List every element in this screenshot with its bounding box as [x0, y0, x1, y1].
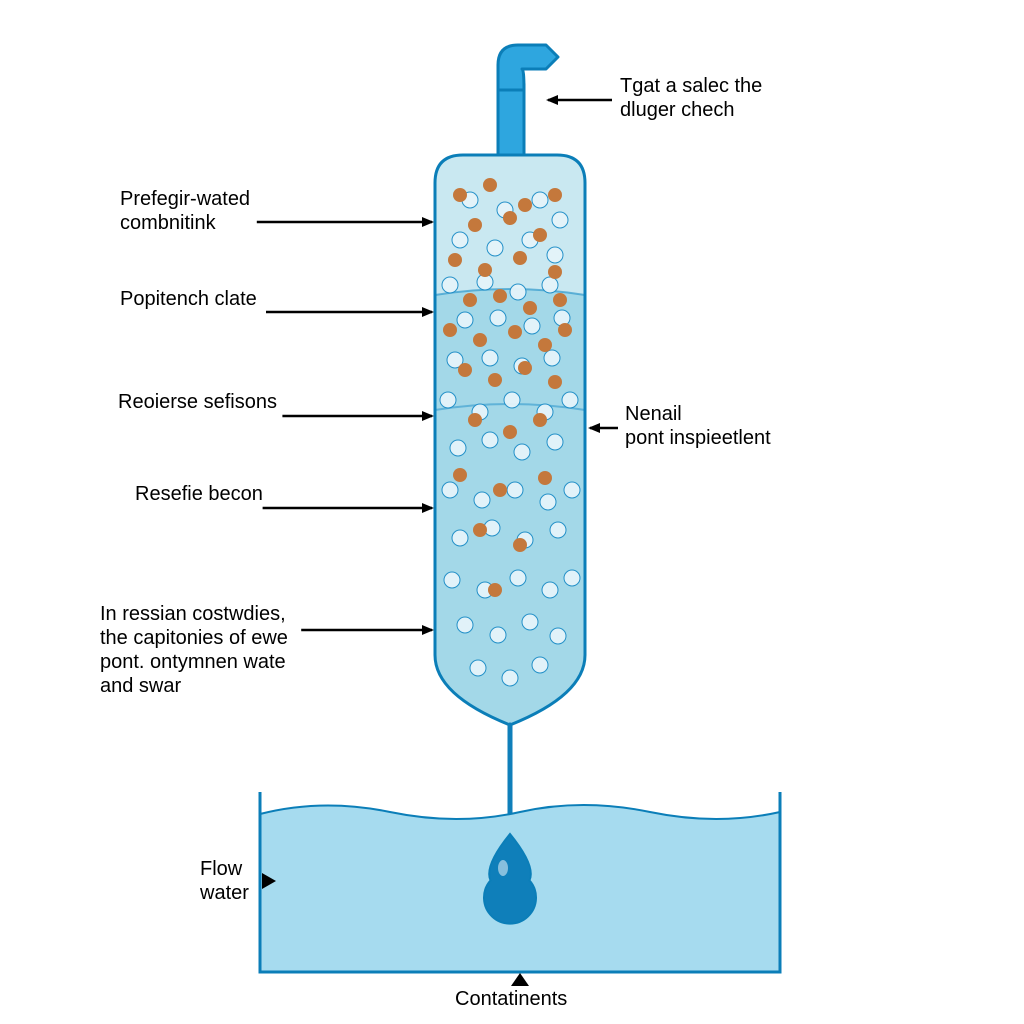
label-r1: Tgat a salec thedluger chech	[620, 75, 762, 121]
particle-light	[452, 530, 468, 546]
label-r2-line: pont inspieetlent	[625, 427, 771, 449]
particle-orange	[478, 263, 492, 277]
particle-light	[542, 277, 558, 293]
particle-orange	[548, 375, 562, 389]
particle-light	[450, 440, 466, 456]
particle-light	[442, 277, 458, 293]
particle-orange	[488, 583, 502, 597]
label-l2: Popitench clate	[120, 288, 257, 310]
particle-orange	[533, 228, 547, 242]
particle-orange	[533, 413, 547, 427]
label-l2-line: Popitench clate	[120, 288, 257, 310]
bottom-pointer-icon	[511, 973, 529, 986]
label-l3: Reoierse sefisons	[118, 391, 277, 413]
particle-orange	[548, 265, 562, 279]
particle-light	[457, 312, 473, 328]
particle-orange	[518, 198, 532, 212]
particle-light	[562, 392, 578, 408]
particle-light	[510, 284, 526, 300]
particle-orange	[453, 468, 467, 482]
particle-light	[482, 350, 498, 366]
filtration-diagram: Prefegir-watedcombnitink Popitench clate R…	[0, 0, 1024, 1024]
label-flow-water-line: water	[199, 882, 249, 904]
particle-light	[442, 482, 458, 498]
particle-light	[514, 444, 530, 460]
drop-highlight	[498, 860, 508, 876]
particle-light	[440, 392, 456, 408]
particle-light	[532, 657, 548, 673]
particle-light	[457, 617, 473, 633]
particle-light	[490, 627, 506, 643]
particle-light	[444, 572, 460, 588]
particle-orange	[503, 425, 517, 439]
particle-light	[522, 614, 538, 630]
particle-light	[547, 434, 563, 450]
particle-light	[510, 570, 526, 586]
particle-orange	[558, 323, 572, 337]
particle-orange	[463, 293, 477, 307]
particle-light	[452, 232, 468, 248]
particle-light	[550, 628, 566, 644]
label-l5-line: and swar	[100, 675, 181, 697]
particle-light	[470, 660, 486, 676]
label-l1-line: Prefegir-wated	[120, 188, 250, 210]
label-r1-line: Tgat a salec the	[620, 75, 762, 97]
label-l1-line: combnitink	[120, 212, 217, 234]
particle-light	[550, 522, 566, 538]
label-l5: In ressian costwdies,the capitonies of e…	[100, 603, 288, 697]
particle-orange	[503, 211, 517, 225]
label-flow-water: Flowwater	[199, 858, 249, 904]
label-l1: Prefegir-watedcombnitink	[120, 188, 250, 234]
label-l4-line: Resefie becon	[135, 483, 263, 505]
particle-orange	[468, 413, 482, 427]
particle-light	[502, 670, 518, 686]
label-bottom: Contatinents	[455, 988, 567, 1010]
label-l5-line: the capitonies of ewe	[100, 627, 288, 649]
particle-light	[504, 392, 520, 408]
particle-orange	[513, 251, 527, 265]
particle-orange	[538, 338, 552, 352]
particle-orange	[473, 523, 487, 537]
particle-light	[532, 192, 548, 208]
label-l3-line: Reoierse sefisons	[118, 391, 277, 413]
particle-light	[540, 494, 556, 510]
particle-light	[474, 492, 490, 508]
particle-orange	[518, 361, 532, 375]
particle-orange	[513, 538, 527, 552]
label-flow-water-line: Flow	[200, 858, 243, 880]
particle-orange	[538, 471, 552, 485]
particle-light	[544, 350, 560, 366]
particle-light	[564, 482, 580, 498]
particle-orange	[473, 333, 487, 347]
label-r2: Nenailpont inspieetlent	[625, 403, 771, 449]
label-r2-line: Nenail	[625, 403, 682, 425]
particle-light	[524, 318, 540, 334]
tap-icon	[498, 45, 558, 90]
particle-orange	[483, 178, 497, 192]
particle-orange	[523, 301, 537, 315]
particle-light	[547, 247, 563, 263]
particle-orange	[458, 363, 472, 377]
particle-light	[487, 240, 503, 256]
particle-orange	[488, 373, 502, 387]
particle-light	[490, 310, 506, 326]
particle-light	[564, 570, 580, 586]
particle-orange	[508, 325, 522, 339]
particle-orange	[443, 323, 457, 337]
particle-orange	[453, 188, 467, 202]
label-r1-line: dluger chech	[620, 99, 735, 121]
particle-orange	[468, 218, 482, 232]
label-l4: Resefie becon	[135, 483, 263, 505]
label-l5-line: In ressian costwdies,	[100, 603, 286, 625]
particle-light	[482, 432, 498, 448]
particle-orange	[493, 289, 507, 303]
particle-light	[552, 212, 568, 228]
particle-orange	[548, 188, 562, 202]
particle-light	[542, 582, 558, 598]
label-l5-line: pont. ontymnen wate	[100, 651, 286, 673]
particle-orange	[493, 483, 507, 497]
particle-orange	[553, 293, 567, 307]
particle-orange	[448, 253, 462, 267]
particle-light	[507, 482, 523, 498]
